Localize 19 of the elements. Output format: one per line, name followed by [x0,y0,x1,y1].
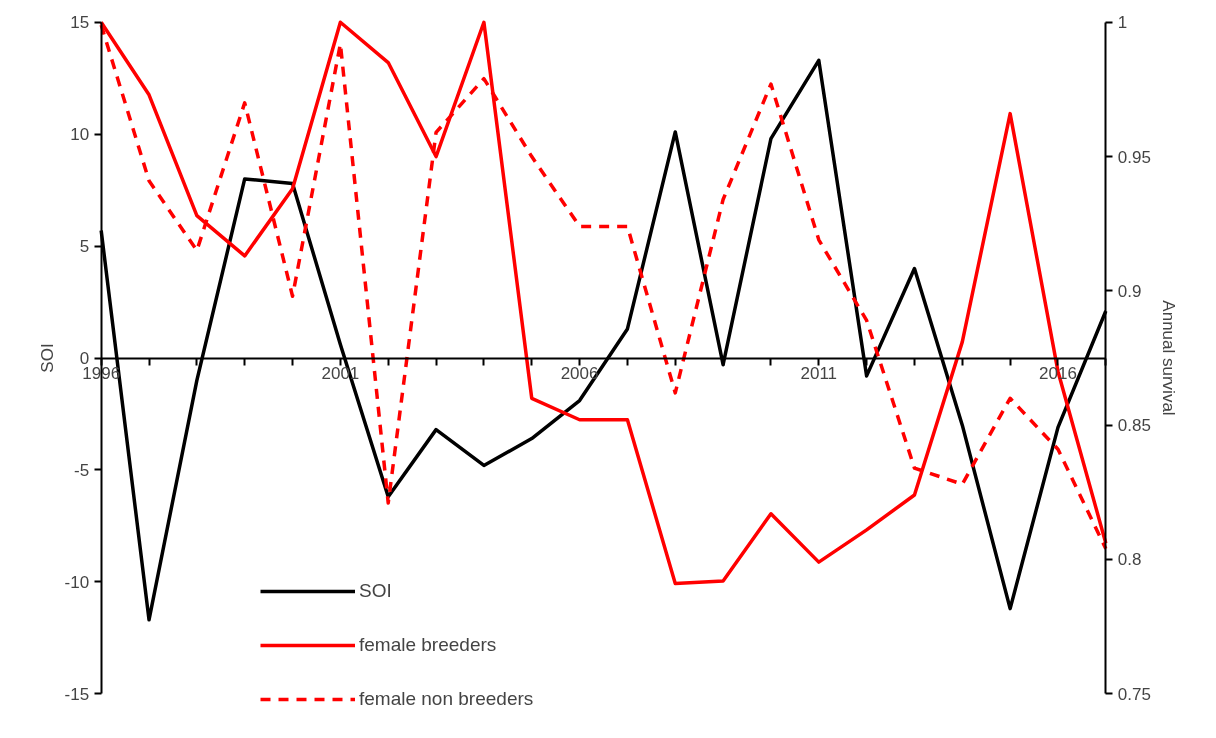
y2-tick-label: 0.75 [1117,684,1151,704]
y-tick-label: 0 [79,349,90,368]
y-tick-label: -10 [64,572,90,592]
y-tick-label: 15 [70,13,90,33]
y-tick-label: 5 [79,237,90,257]
y-axis-title: SOI [37,343,57,373]
y2-tick-label: 0.8 [1117,550,1142,570]
legend-label: female non breeders [359,688,534,710]
y2-tick-label: 0.95 [1117,147,1151,167]
legend-label: SOI [359,580,392,602]
y-tick-label: -15 [64,684,90,704]
y2-tick-label: 1 [1117,13,1128,33]
x-tick-label: 2011 [800,364,838,383]
y2-axis-title: Annual survival [1158,300,1178,416]
y2-tick-label: 0.9 [1117,281,1142,301]
y-tick-label: -5 [74,460,90,480]
legend-label: female breeders [359,634,497,656]
y2-tick-label: 0.85 [1117,416,1151,436]
y-tick-label: 10 [70,125,90,145]
